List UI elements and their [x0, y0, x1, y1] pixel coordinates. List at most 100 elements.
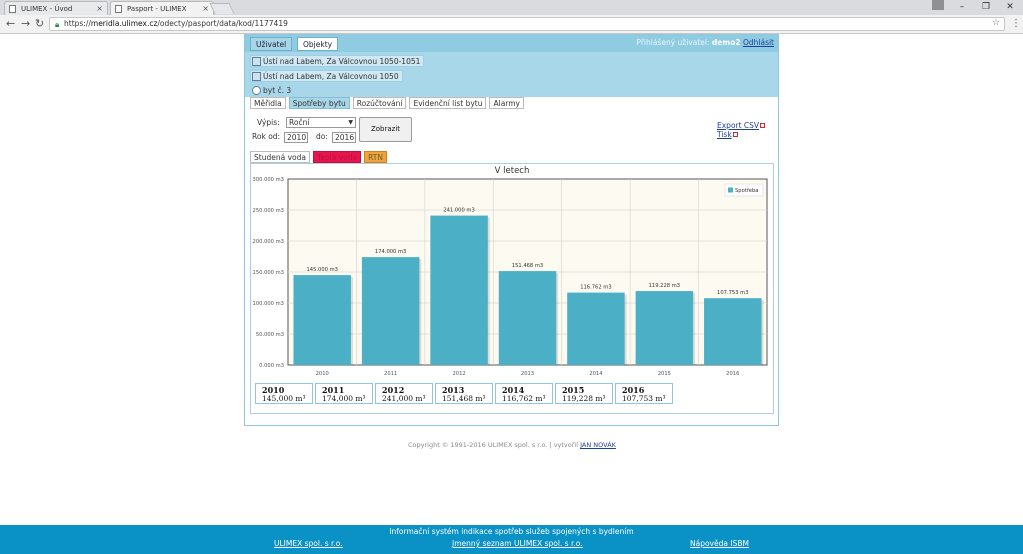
bar — [704, 298, 762, 365]
tab-objekty[interactable]: Objekty — [297, 37, 339, 51]
bar — [430, 215, 488, 365]
browser-menu-icon[interactable]: ⋮ — [1011, 18, 1021, 29]
data-label: 107.753 m3 — [717, 290, 748, 296]
y-tick-label: 300.000 m3 — [253, 177, 284, 183]
location-tree: Ústí nad Labem, Za Válcovnou 1050-1051 Ú… — [245, 52, 778, 97]
bookmark-star-icon[interactable]: ☆ — [991, 18, 1000, 28]
tab-alarmy[interactable]: Alarmy — [489, 97, 524, 109]
pasport-panel: Uživatel Objekty Přihlášený uživatel: de… — [244, 34, 779, 426]
export-csv-link[interactable]: Export CSV — [717, 121, 760, 130]
legend-swatch — [728, 187, 733, 193]
legend-label: Spotřeba — [735, 187, 758, 194]
x-tick-label: 2016 — [726, 371, 739, 377]
footer-link-napoveda[interactable]: Nápověda ISBM — [690, 539, 749, 548]
tab-tepla-voda[interactable]: Teplá voda — [312, 151, 362, 163]
location-flat[interactable]: byt č. 3 — [250, 84, 295, 96]
lock-icon: 🔒︎ — [55, 20, 60, 29]
browser-tab-title: ULIMEX - Úvod — [21, 4, 73, 13]
footer-link-seznam[interactable]: Jmenný seznam ULIMEX spol. s r.o. — [452, 539, 583, 548]
export-links: Export CSV Tisk — [717, 121, 766, 139]
browser-tab-uvod[interactable]: ULIMEX - Úvod × — [4, 1, 108, 15]
building-icon — [252, 71, 261, 81]
print-link[interactable]: Tisk — [717, 130, 732, 139]
year-total: 2015 119,228 m³ — [555, 383, 613, 404]
bar — [361, 257, 420, 365]
browser-tab-title: Pasport - ULIMEX — [127, 4, 187, 13]
close-icon[interactable]: × — [202, 4, 209, 13]
location-building[interactable]: Ústí nad Labem, Za Válcovnou 1050 — [250, 70, 403, 82]
year-total-year: 2010 — [262, 385, 285, 395]
year-total-value: 116,762 m³ — [502, 394, 546, 403]
tab-evidencni-list[interactable]: Evidenční list bytu — [409, 97, 487, 109]
reload-icon[interactable]: ↻ — [35, 17, 45, 30]
year-total-year: 2012 — [382, 385, 405, 395]
year-total-year: 2013 — [442, 385, 465, 395]
external-link-icon — [760, 123, 766, 128]
footer-link-ulimex[interactable]: ULIMEX spol. s r.o. — [274, 539, 343, 548]
minimize-button[interactable]: – — [959, 2, 965, 12]
back-icon[interactable]: ← — [6, 17, 16, 30]
page-icon — [115, 4, 122, 13]
filter-form: Výpis: Roční ▼ Rok od: 2010 do: 2016 — [252, 117, 417, 147]
address-toolbar: ← → ↻ 🔒︎ https://meridla.ulimex.cz/odect… — [0, 15, 1023, 34]
copyright-text: Copyright © 1991-2016 ULIMEX spol. s r.o… — [408, 441, 579, 449]
vypis-label: Výpis: — [257, 118, 280, 127]
external-link-icon — [732, 132, 738, 137]
site-footer: Informační systém indikace spotřeb služe… — [0, 525, 1023, 554]
bar — [635, 291, 694, 365]
year-total-year: 2016 — [622, 385, 645, 395]
rok-od-input[interactable]: 2010 — [284, 132, 308, 143]
forward-icon[interactable]: → — [21, 17, 31, 30]
x-tick-label: 2013 — [521, 371, 534, 377]
username: demo2 — [711, 38, 741, 47]
tab-uzivatel[interactable]: Uživatel — [250, 37, 293, 51]
zobrazit-button[interactable]: Zobrazit — [359, 117, 412, 142]
tab-studena-voda[interactable]: Studená voda — [250, 151, 310, 163]
chart-title: V letech — [495, 166, 530, 176]
address-bar[interactable]: 🔒︎ https://meridla.ulimex.cz/odecty/pasp… — [49, 17, 1005, 31]
year-total-value: 174,000 m³ — [322, 394, 366, 403]
year-total-year: 2014 — [502, 385, 525, 395]
x-tick-label: 2014 — [589, 371, 603, 377]
chart-panel: V letech 0.000 m3 50.000 m3 100.000 m3 150.… — [250, 163, 774, 414]
tab-rtn[interactable]: RTN — [364, 151, 387, 163]
x-tick-label: 2015 — [658, 371, 671, 377]
location-label: Ústí nad Labem, Za Válcovnou 1050-1051 — [263, 56, 421, 66]
data-label: 116.762 m3 — [580, 285, 611, 291]
restore-button[interactable]: ❐ — [981, 2, 991, 12]
rok-od-label: Rok od: — [252, 132, 281, 141]
tab-rozuctovani[interactable]: Rozúčtování — [352, 97, 407, 109]
tab-meridla[interactable]: Měřidla — [250, 97, 286, 109]
location-label: Ústí nad Labem, Za Válcovnou 1050 — [263, 71, 399, 81]
do-input[interactable]: 2016 — [332, 132, 356, 143]
close-icon[interactable]: × — [96, 4, 103, 13]
data-label: 151.468 m3 — [512, 263, 543, 269]
data-label: 119.228 m3 — [649, 283, 680, 289]
year-total-year: 2011 — [322, 385, 345, 395]
x-tick-label: 2012 — [452, 371, 465, 377]
section-tabs: Měřidla Spotřeby bytu Rozúčtování Eviden… — [250, 97, 524, 109]
window-close-button[interactable]: ✕ — [1006, 2, 1014, 12]
vypis-select[interactable]: Roční ▼ — [286, 117, 356, 128]
url-scheme: https:// — [64, 19, 91, 28]
tab-spotreby-bytu[interactable]: Spotřeby bytu — [288, 97, 350, 109]
x-tick-label: 2010 — [316, 371, 329, 377]
year-total: 2013 151,468 m³ — [435, 383, 493, 404]
author-link[interactable]: JAN NOVÁK — [580, 441, 616, 449]
bar — [498, 271, 557, 365]
url-host: meridla.ulimex.cz — [90, 19, 158, 28]
year-total-value: 241,000 m³ — [382, 394, 426, 403]
new-tab-button[interactable] — [209, 3, 235, 14]
yearly-totals: 2010 145,000 m³ 2011 174,000 m³ 2012 241,000 … — [255, 383, 673, 404]
logout-link[interactable]: Odhlásit — [742, 38, 774, 47]
page-icon — [9, 4, 16, 13]
browser-tab-pasport[interactable]: Pasport - ULIMEX × — [110, 1, 214, 15]
location-building-group[interactable]: Ústí nad Labem, Za Válcovnou 1050-1051 — [250, 55, 425, 67]
year-total: 2010 145,000 m³ — [255, 383, 313, 404]
year-total-year: 2015 — [562, 385, 585, 395]
year-total-value: 145,000 m³ — [262, 394, 306, 403]
top-navigation: Uživatel Objekty Přihlášený uživatel: de… — [245, 35, 778, 52]
data-label: 174.000 m3 — [375, 249, 406, 255]
building-icon — [252, 56, 261, 66]
profile-icon[interactable] — [932, 0, 944, 10]
